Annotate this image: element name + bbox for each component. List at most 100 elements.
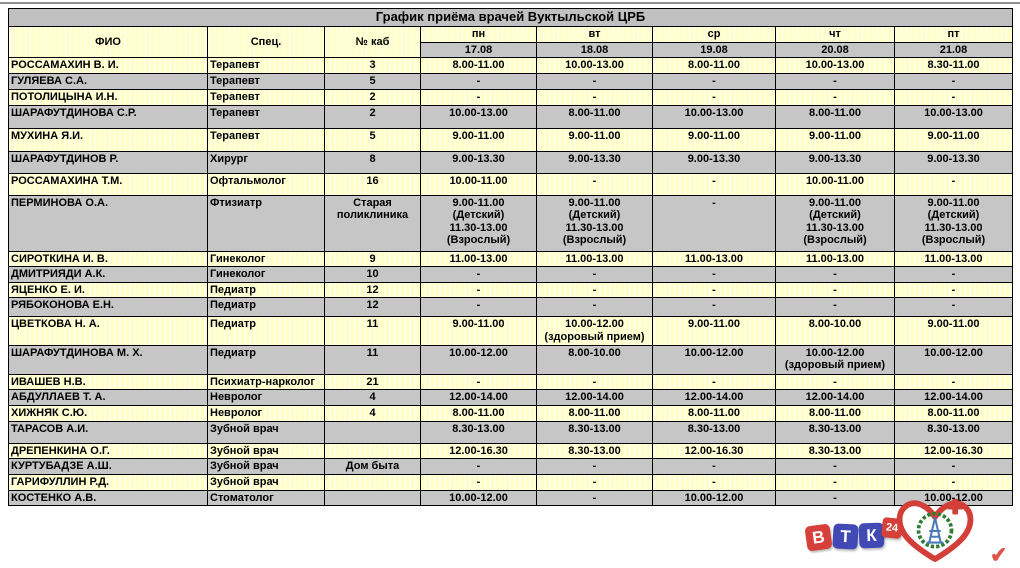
schedule-cell: 11.00-13.00 [775,250,895,268]
schedule-cell: 11.00-13.00 [652,250,776,268]
doctor-name-cell: РЯБОКОНОВА Е.Н. [8,297,208,318]
doctor-name-cell: ИВАШЕВ Н.В. [8,373,208,391]
specialty-cell: Педиатр [207,297,325,318]
cabinet-cell [324,473,421,491]
schedule-cell: 9.00-11.00 [893,127,1014,152]
specialty-cell: Терапевт [207,104,325,129]
doctor-row: ШАРАФУТДИНОВ Р. Хирург 8 9.00-13.30 9.00-13.… [8,150,1014,174]
cabinet-cell: 11 [324,344,421,375]
vtk24-logo: В Т К 24 [804,517,903,556]
schedule-cell: 8.00-11.00 [775,104,895,129]
schedule-cell: - [420,473,537,491]
doctor-name-cell: ГАРИФУЛЛИН Р.Д. [8,473,208,491]
schedule-cell: - [893,297,1014,318]
specialty-cell: Офтальмолог [207,172,325,196]
doctor-row: РОССАМАХИН В. И. Терапевт 3 8.00-11.00 10.00… [8,57,1014,74]
specialty-cell: Педиатр [207,344,325,375]
schedule-cell: 8.00-11.00 [652,405,776,422]
schedule-cell: - [775,489,895,507]
schedule-cell: - [775,266,895,283]
schedule-cell: 8.30-13.00 [893,420,1014,444]
doctor-name-cell: ХИЖНЯК С.Ю. [8,405,208,422]
schedule-cell: 10.00-12.00 [420,344,537,375]
cabinet-cell: 12 [324,281,421,299]
schedule-cell: 8.00-11.00 [652,57,776,74]
schedule-cell: 8.00-11.00 [536,405,653,422]
schedule-cell: 10.00-11.00 [420,172,537,196]
cabinet-cell [324,442,421,460]
schedule-cell: - [536,297,653,318]
specialty-cell: Гинеколог [207,266,325,283]
schedule-cell: 9.00-11.00 [420,316,537,346]
col-header-date-thu: 20.08 [775,41,895,59]
vtk-24-badge: 24 [881,517,903,539]
schedule-cell: 10.00-11.00 [775,172,895,196]
schedule-cell: - [536,88,653,106]
doctor-row: ДМИТРИЯДИ А.К. Гинеколог 10- - - - - [8,266,1014,283]
top-divider [0,2,1020,4]
col-header-date-mon: 17.08 [420,41,537,59]
schedule-cell: 10.00-12.00 [893,489,1014,507]
schedule-cell: - [420,297,537,318]
schedule-cell: 11.00-13.00 [536,250,653,268]
schedule-cell: 9.00-11.00 [652,316,776,346]
schedule-cell: 9.00-11.00 [893,316,1014,346]
medical-heart-emblem-icon [896,498,974,562]
schedule-cell: - [420,373,537,391]
schedule-cell: 10.00-13.00 [652,104,776,129]
doctor-row: МУХИНА Я.И. Терапевт 5 9.00-11.00 9.00-11.00… [8,127,1014,152]
doctor-row: ИВАШЕВ Н.В. Психиатр-нарколог 21- - - - - [8,373,1014,391]
specialty-cell: Хирург [207,150,325,174]
schedule-cell: - [775,297,895,318]
doctor-row: ТАРАСОВ А.И. Зубной врач 8.30-13.00 8.30-13… [8,420,1014,444]
specialty-cell: Терапевт [207,127,325,152]
col-header-day-tue: вт [536,26,653,43]
schedule-cell: 11.00-13.00 [893,250,1014,268]
doctor-name-cell: ДМИТРИЯДИ А.К. [8,266,208,283]
doctor-name-cell: ШАРАФУТДИНОВА С.Р. [8,104,208,129]
schedule-cell: 8.30-13.00 [775,420,895,444]
doctor-row: АБДУЛЛАЕВ Т. А. Невролог 4 12.00-14.00 12.00… [8,389,1014,407]
schedule-cell: - [893,88,1014,106]
vtk-letter-block: К [858,522,885,549]
schedule-cell: 8.00-11.00 [420,57,537,74]
col-header-date-tue: 18.08 [536,41,653,59]
schedule-cell: 10.00-12.00 [420,489,537,507]
specialty-cell: Педиатр [207,316,325,346]
schedule-cell: - [536,72,653,90]
schedule-cell: 8.00-11.00 [893,405,1014,422]
schedule-cell: 12.00-16.30 [893,442,1014,460]
schedule-cell: 10.00-12.00 (здоровый прием) [536,316,653,346]
doctor-row: ПЕРМИНОВА О.А. Фтизиатр Старая поликлиника… [8,194,1014,252]
cabinet-cell: Старая поликлиника [324,194,421,252]
schedule-cell: 9.00-11.00 (Детский) 11.30-13.00 (Взросл… [420,194,537,252]
schedule-cell: 9.00-13.30 [420,150,537,174]
cabinet-cell [324,489,421,507]
specialty-cell: Невролог [207,405,325,422]
schedule-cell: 8.30-13.00 [775,442,895,460]
doctor-name-cell: ШАРАФУТДИНОВ Р. [8,150,208,174]
doctor-name-cell: ТАРАСОВ А.И. [8,420,208,444]
col-header-day-fri: пт [893,26,1014,43]
schedule-cell: - [652,72,776,90]
schedule-cell: 12.00-14.00 [536,389,653,407]
page-title: График приёма врачей Вуктыльской ЦРБ [7,8,1014,27]
doctor-name-cell: РОССАМАХИН В. И. [8,57,208,74]
schedule-cell: 10.00-12.00 (здоровый прием) [775,344,895,375]
specialty-cell: Терапевт [207,57,325,74]
doctor-row: ГУЛЯЕВА С.А. Терапевт 5- - - - - [8,72,1014,90]
schedule-cell: 9.00-11.00 [652,127,776,152]
column-header-row: ФИО Спец. № каб пн вт ср чт пт [8,25,1014,59]
schedule-cell: - [420,72,537,90]
schedule-cell: - [893,72,1014,90]
schedule-cell: 12.00-14.00 [652,389,776,407]
doctor-name-cell: ДРЕПЕНКИНА О.Г. [8,442,208,460]
specialty-cell: Гинеколог [207,250,325,268]
col-header-fio: ФИО [8,25,208,59]
cabinet-cell: 8 [324,150,421,174]
col-header-date-fri: 21.08 [893,41,1014,59]
schedule-cell: 8.30-13.00 [536,442,653,460]
schedule-cell: - [893,473,1014,491]
specialty-cell: Терапевт [207,88,325,106]
